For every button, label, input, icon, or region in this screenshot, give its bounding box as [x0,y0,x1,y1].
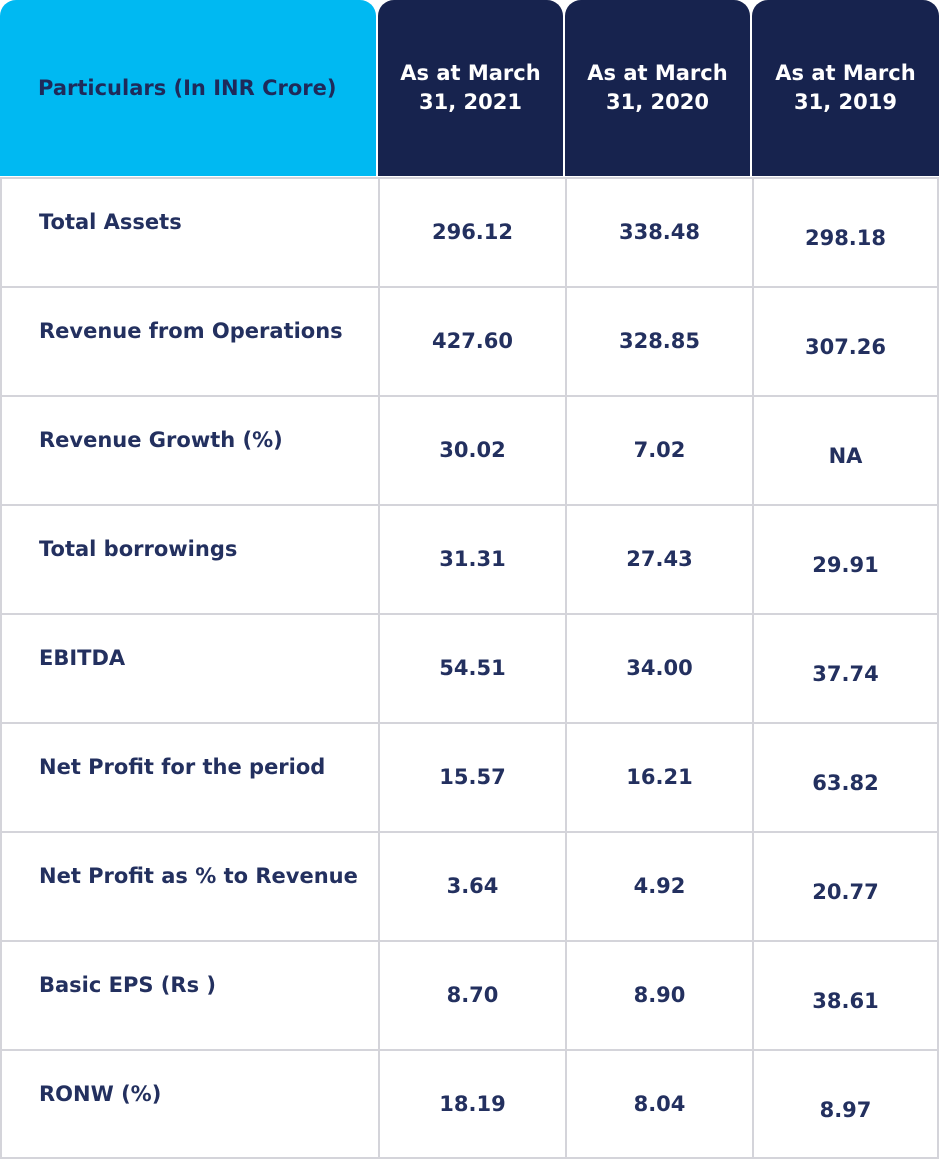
table-row: Basic EPS (Rs ) 8.70 8.90 38.61 [0,942,939,1051]
row-label: Net Profit for the period [0,724,378,831]
row-value: 18.19 [378,1051,565,1157]
row-value: 307.26 [752,288,939,395]
row-value: 328.85 [565,288,752,395]
header-year-label: As at March 31, 2019 [775,61,916,114]
table-body: Total Assets 296.12 338.48 298.18 Revenue fr… [0,177,939,1159]
row-value: 427.60 [378,288,565,395]
row-value: 8.90 [565,942,752,1049]
header-year-2019: As at March 31, 2019 [752,0,939,176]
row-value: 27.43 [565,506,752,613]
row-label: Net Profit as % to Revenue [0,833,378,940]
row-value: 34.00 [565,615,752,722]
table-row: Net Profit as % to Revenue 3.64 4.92 20.77 [0,833,939,942]
header-year-2021: As at March 31, 2021 [378,0,563,176]
row-label: Total borrowings [0,506,378,613]
table-row: Revenue from Operations 427.60 328.85 307.2… [0,288,939,397]
row-value: 298.18 [752,179,939,286]
row-label: Basic EPS (Rs ) [0,942,378,1049]
table-row: Total borrowings 31.31 27.43 29.91 [0,506,939,615]
table-row: Net Profit for the period 15.57 16.21 63.82 [0,724,939,833]
header-particulars: Particulars (In INR Crore) [0,0,376,176]
table-row: Total Assets 296.12 338.48 298.18 [0,179,939,288]
row-value: NA [752,397,939,504]
row-value: 54.51 [378,615,565,722]
row-value: 338.48 [565,179,752,286]
row-value: 37.74 [752,615,939,722]
row-value: 296.12 [378,179,565,286]
header-year-label: As at March 31, 2020 [587,61,728,114]
row-label: RONW (%) [0,1051,378,1157]
row-value: 63.82 [752,724,939,831]
row-label: EBITDA [0,615,378,722]
header-year-label: As at March 31, 2021 [400,61,541,114]
row-label: Revenue from Operations [0,288,378,395]
row-value: 3.64 [378,833,565,940]
row-value: 38.61 [752,942,939,1049]
row-value: 20.77 [752,833,939,940]
table-row: RONW (%) 18.19 8.04 8.97 [0,1051,939,1159]
table-row: EBITDA 54.51 34.00 37.74 [0,615,939,724]
row-value: 8.04 [565,1051,752,1157]
row-value: 31.31 [378,506,565,613]
row-value: 8.97 [752,1051,939,1157]
row-label: Revenue Growth (%) [0,397,378,504]
row-label: Total Assets [0,179,378,286]
row-value: 15.57 [378,724,565,831]
table-row: Revenue Growth (%) 30.02 7.02 NA [0,397,939,506]
header-year-2020: As at March 31, 2020 [565,0,750,176]
row-value: 30.02 [378,397,565,504]
row-value: 4.92 [565,833,752,940]
row-value: 8.70 [378,942,565,1049]
header-particulars-label: Particulars (In INR Crore) [38,76,337,100]
row-value: 7.02 [565,397,752,504]
row-value: 29.91 [752,506,939,613]
row-value: 16.21 [565,724,752,831]
